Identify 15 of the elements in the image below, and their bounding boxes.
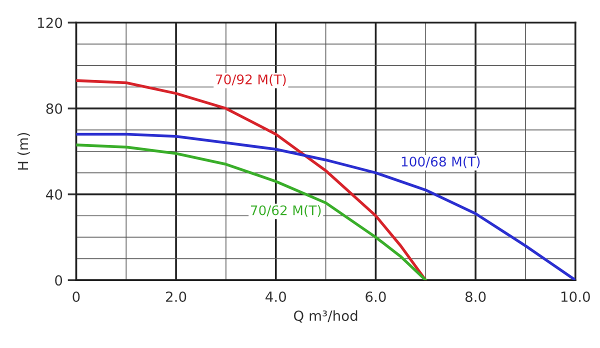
x-tick-label: 8.0 <box>465 291 486 302</box>
y-tick-label: 120 <box>38 18 62 28</box>
x-tick-label: 2.0 <box>166 291 186 302</box>
x-axis-title: Q m³/hod <box>294 310 358 323</box>
series-label: 70/62 M(T) <box>250 205 321 217</box>
x-tick-label: 4.0 <box>266 291 286 302</box>
x-tick-label: 0 <box>72 291 80 302</box>
series-label: 100/68 M(T) <box>402 156 480 168</box>
series-label: 70/92 M(T) <box>216 74 286 86</box>
y-tick-label: 80 <box>46 103 62 114</box>
y-axis-title: H (m) <box>18 132 30 170</box>
y-tick-label: 40 <box>46 189 62 200</box>
x-tick-label: 10.0 <box>561 291 590 302</box>
x-tick-label: 6.0 <box>366 291 386 302</box>
y-tick-label: 0 <box>55 275 62 286</box>
